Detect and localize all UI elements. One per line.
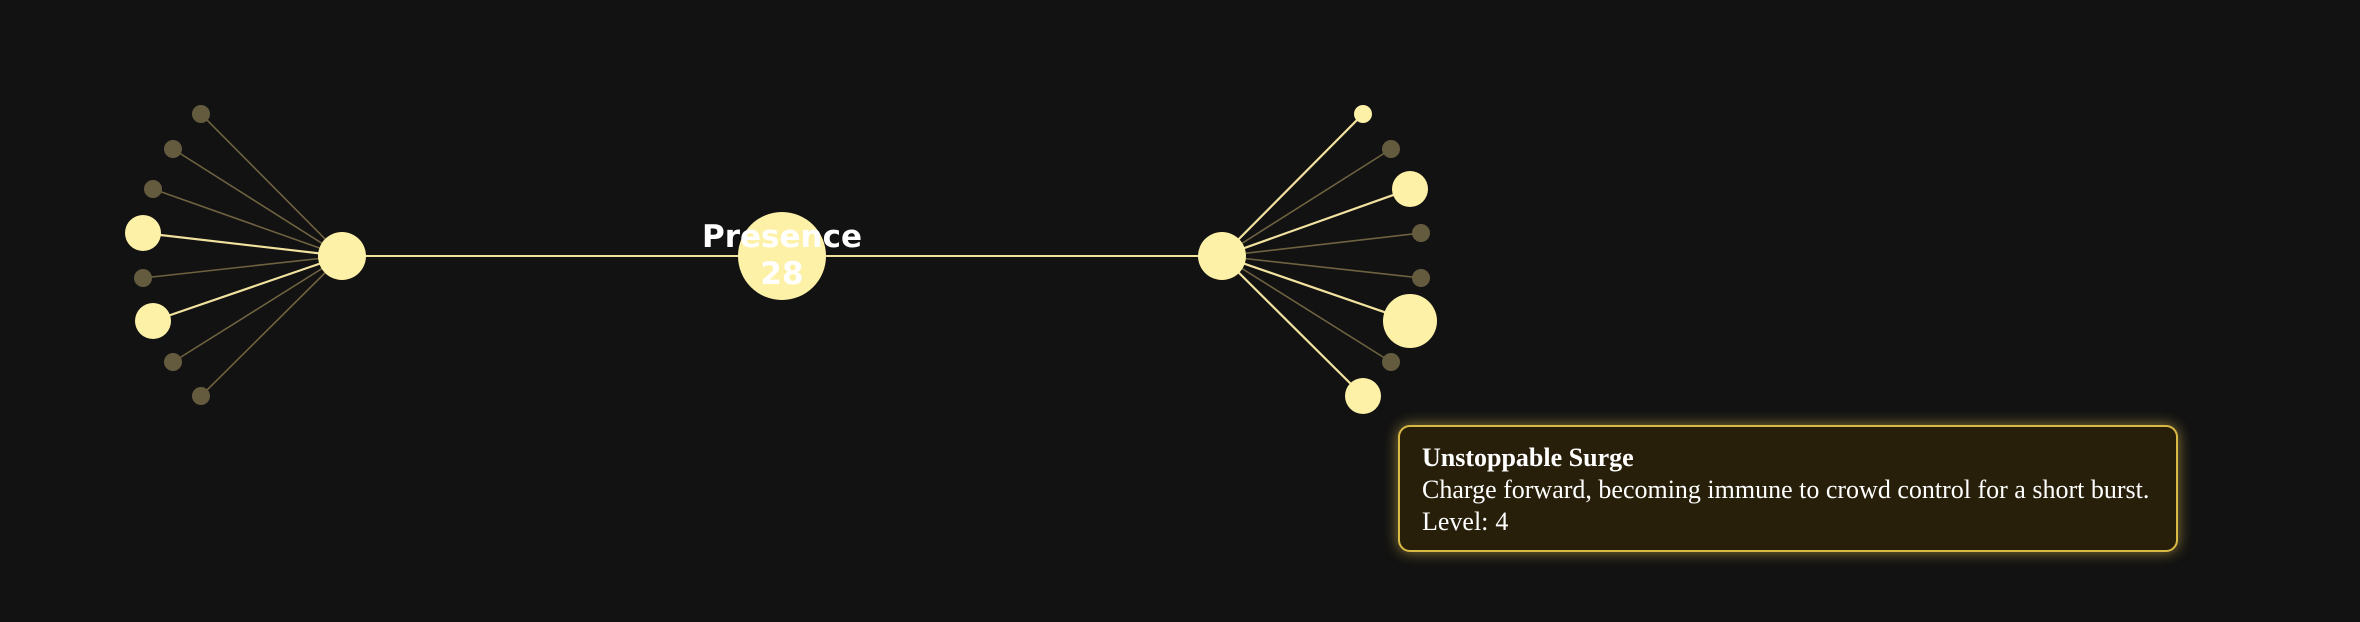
right-branch-link bbox=[1221, 255, 1392, 363]
right-skill-node[interactable] bbox=[1412, 224, 1430, 242]
skill-nodes bbox=[125, 105, 1437, 414]
right-skill-node[interactable] bbox=[1382, 140, 1400, 158]
left-skill-node[interactable] bbox=[192, 105, 210, 123]
skill-tooltip: Unstoppable Surge Charge forward, becomi… bbox=[1398, 425, 2178, 552]
right-branch-link bbox=[1221, 148, 1392, 257]
right-branch-link bbox=[1221, 232, 1422, 257]
tooltip-description: Charge forward, becoming immune to crowd… bbox=[1422, 475, 2150, 504]
tooltip-level: Level: 4 bbox=[1422, 506, 2154, 538]
skill-links bbox=[142, 113, 1422, 397]
right-branch-link bbox=[1221, 255, 1364, 397]
left-skill-node[interactable] bbox=[144, 180, 162, 198]
left-skill-node[interactable] bbox=[192, 387, 210, 405]
right-skill-node[interactable] bbox=[1345, 378, 1381, 414]
left-branch-link bbox=[172, 148, 343, 257]
center-node-title: Presence bbox=[702, 219, 862, 255]
left-branch-link bbox=[142, 255, 343, 279]
right-branch-link bbox=[1221, 187, 1411, 258]
left-branch-link bbox=[200, 255, 343, 397]
left-branch-link bbox=[152, 254, 343, 323]
center-skill-node[interactable] bbox=[738, 212, 826, 300]
right-skill-node[interactable] bbox=[1382, 353, 1400, 371]
left-branch-link bbox=[152, 188, 343, 257]
right-skill-node[interactable] bbox=[1354, 105, 1372, 123]
left-skill-node[interactable] bbox=[164, 353, 182, 371]
tooltip-level-value: 4 bbox=[1495, 507, 1509, 536]
right-skill-node[interactable] bbox=[1392, 171, 1428, 207]
left-skill-node[interactable] bbox=[135, 303, 171, 339]
right-branch-link bbox=[1221, 255, 1422, 279]
right-skill-node[interactable] bbox=[1383, 294, 1437, 348]
tooltip-title: Unstoppable Surge bbox=[1422, 443, 1634, 472]
left-hub-node[interactable] bbox=[318, 232, 366, 280]
right-skill-node[interactable] bbox=[1412, 269, 1430, 287]
center-node-group[interactable]: Presence 28 bbox=[702, 212, 862, 300]
left-skill-node[interactable] bbox=[134, 269, 152, 287]
left-skill-node[interactable] bbox=[125, 215, 161, 251]
left-branch-link bbox=[172, 255, 343, 363]
left-skill-node[interactable] bbox=[164, 140, 182, 158]
right-hub-node[interactable] bbox=[1198, 232, 1246, 280]
right-branch-link bbox=[1221, 113, 1364, 257]
left-branch-link bbox=[142, 231, 343, 258]
right-branch-link bbox=[1221, 254, 1411, 323]
tooltip-level-label: Level: bbox=[1422, 507, 1489, 536]
left-branch-link bbox=[200, 113, 343, 257]
center-node-points: 28 bbox=[760, 256, 803, 292]
